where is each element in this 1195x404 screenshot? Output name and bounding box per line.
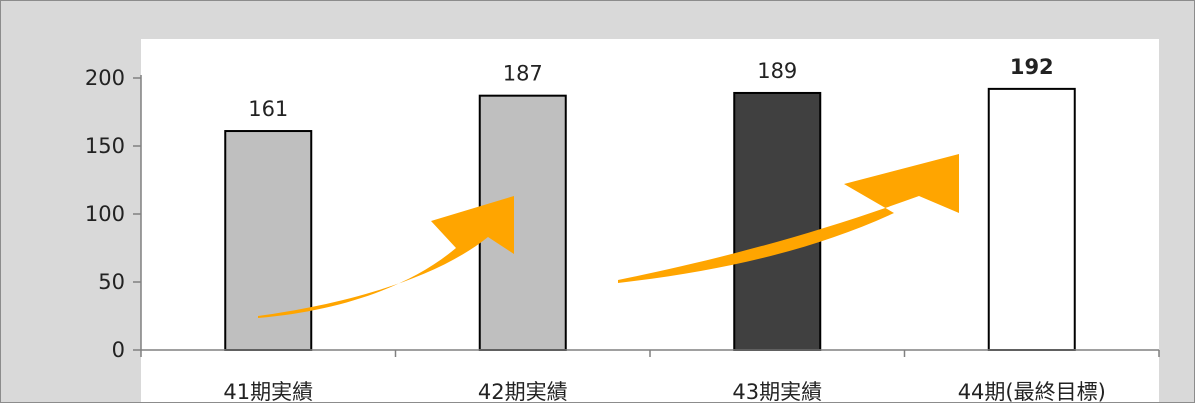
y-tick-label-100: 100 [85,202,125,226]
y-tick-label-200: 200 [85,66,125,90]
data-label-3: 189 [757,59,797,83]
y-tick-label-150: 150 [85,134,125,158]
category-label-4: 44期(最終目標) [958,380,1106,404]
data-label-4: 192 [1010,55,1054,79]
bar-1 [225,131,311,350]
category-label-2: 42期実績 [478,380,568,404]
bar-3 [734,93,820,350]
data-label-2: 187 [503,62,543,86]
data-label-1: 161 [248,97,288,121]
category-label-1: 41期実績 [223,380,313,404]
category-label-3: 43期実績 [732,380,822,404]
y-tick-label-50: 50 [98,270,125,294]
y-tick-label-0: 0 [112,338,125,362]
bar-4 [989,89,1075,350]
